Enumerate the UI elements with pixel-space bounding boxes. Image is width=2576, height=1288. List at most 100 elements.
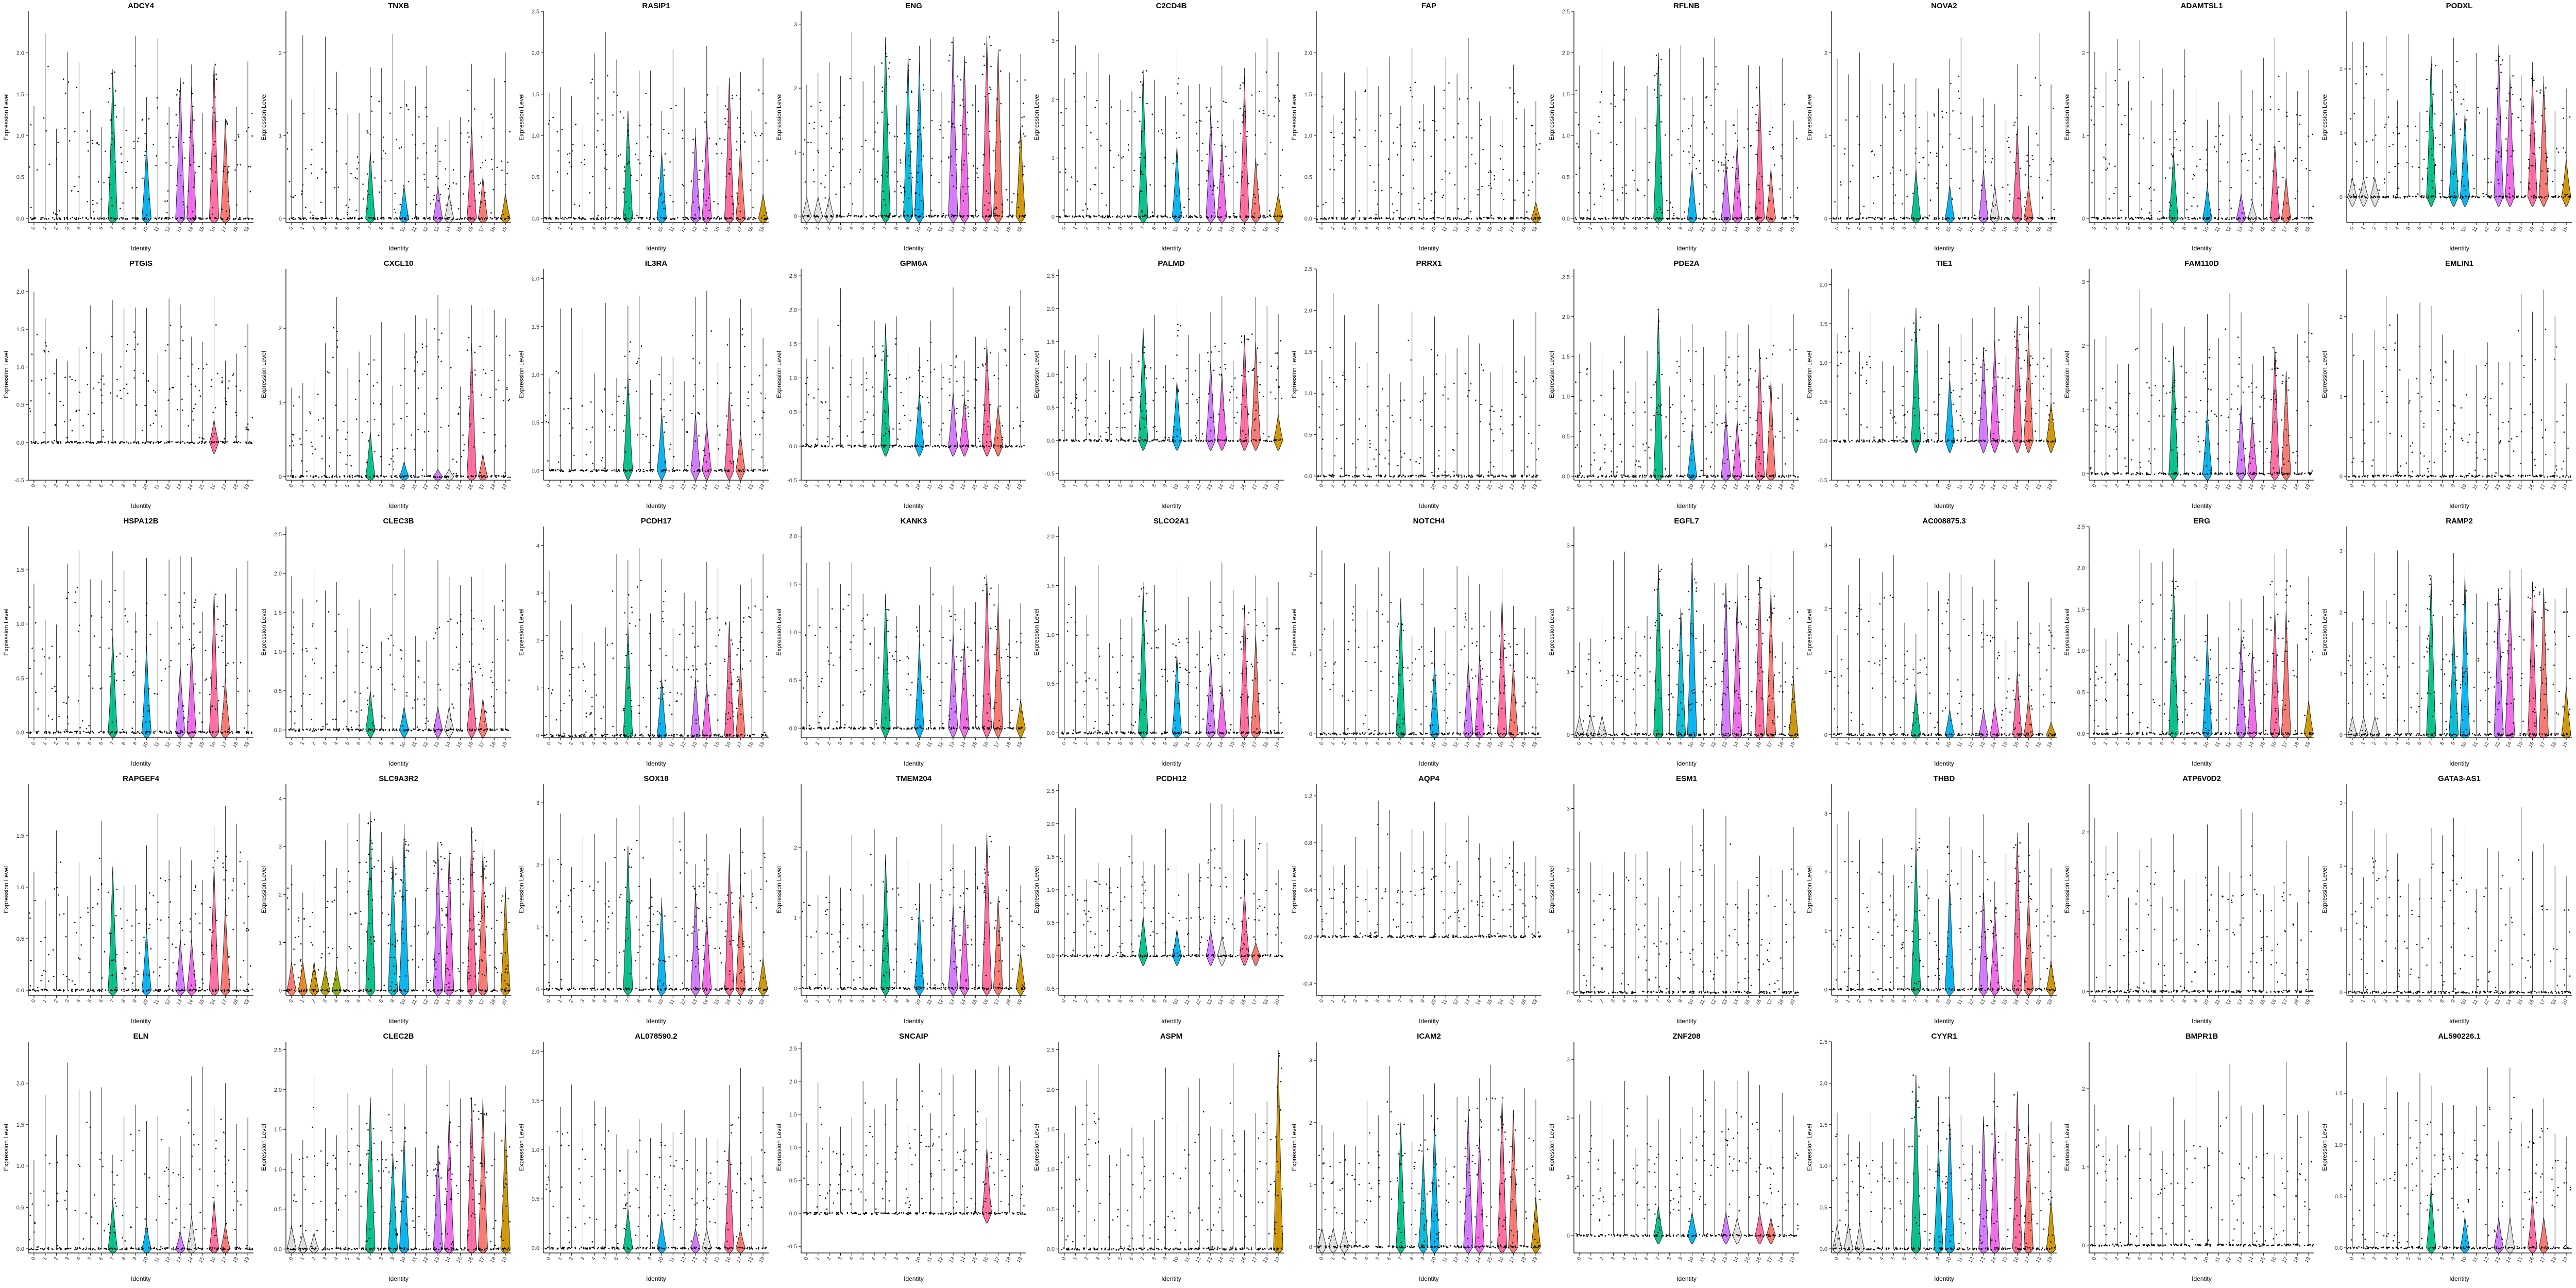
data-point	[301, 193, 302, 195]
data-point	[597, 97, 599, 99]
data-point	[126, 383, 128, 385]
x-tick-label: 19	[243, 483, 251, 492]
y-tick-label: 2	[1824, 50, 1827, 56]
data-point	[2039, 177, 2040, 178]
data-point	[2108, 198, 2110, 200]
data-point	[759, 134, 761, 137]
data-point	[2242, 154, 2243, 155]
data-point	[1175, 161, 1177, 162]
data-point	[1528, 194, 1529, 196]
data-point	[906, 91, 907, 93]
data-point	[1149, 216, 1151, 217]
data-point	[369, 477, 371, 478]
data-point	[1011, 216, 1013, 218]
data-point	[226, 120, 228, 122]
data-point	[1985, 161, 1987, 163]
data-point	[1242, 82, 1244, 84]
data-point	[1895, 218, 1897, 220]
data-point	[893, 215, 895, 217]
data-point	[33, 217, 35, 219]
data-point	[2365, 73, 2367, 75]
data-point	[1973, 180, 1975, 182]
data-point	[948, 60, 950, 62]
data-point	[195, 217, 197, 219]
data-point	[1623, 99, 1625, 101]
x-tick-label: 4	[1621, 226, 1628, 231]
data-point	[214, 432, 215, 434]
data-point	[2431, 154, 2433, 156]
data-point	[293, 445, 294, 446]
data-point	[2497, 161, 2498, 163]
data-point	[394, 476, 396, 477]
data-point	[2138, 182, 2140, 184]
data-point	[1392, 203, 1394, 205]
data-point	[717, 203, 719, 205]
data-point	[473, 183, 475, 185]
data-point	[2214, 146, 2215, 148]
data-point	[1121, 180, 1123, 181]
data-point	[1198, 184, 1200, 185]
data-point	[1267, 216, 1268, 217]
data-point	[1375, 218, 1377, 220]
data-point	[996, 97, 998, 99]
data-point	[1277, 98, 1279, 100]
data-point	[45, 442, 47, 444]
data-point	[709, 193, 710, 195]
data-point	[877, 122, 878, 124]
data-point	[1873, 217, 1875, 219]
data-point	[155, 391, 156, 393]
data-point	[2512, 94, 2514, 95]
data-point	[2009, 151, 2011, 153]
x-tick-label: 18	[1777, 226, 1785, 234]
violin-body	[478, 177, 488, 223]
data-point	[2024, 197, 2026, 198]
data-point	[1465, 166, 1467, 167]
data-point	[1689, 217, 1691, 218]
data-point	[226, 403, 228, 405]
data-point	[903, 187, 905, 189]
data-point	[1321, 106, 1323, 107]
data-point	[1140, 190, 1142, 192]
data-point	[384, 180, 386, 182]
x-tick-label: 15	[2259, 226, 2266, 234]
data-point	[354, 216, 355, 218]
data-point	[179, 101, 180, 104]
data-point	[849, 183, 851, 184]
data-point	[87, 384, 89, 385]
data-point	[2393, 195, 2394, 197]
data-point	[357, 168, 358, 170]
data-point	[292, 440, 294, 442]
data-point	[2193, 197, 2195, 198]
data-point	[434, 150, 436, 152]
data-point	[2450, 92, 2452, 93]
data-point	[2172, 167, 2174, 169]
x-tick-label: 10	[1687, 226, 1695, 234]
data-point	[2455, 86, 2457, 88]
data-point	[1200, 120, 1202, 122]
data-point	[807, 215, 809, 216]
data-point	[137, 218, 139, 219]
x-tick-label: 8	[1151, 226, 1158, 231]
data-point	[472, 217, 474, 219]
x-tick-label: 13	[2494, 226, 2501, 234]
x-tick-label: 4	[333, 226, 340, 231]
data-point	[2250, 139, 2252, 141]
data-point	[435, 145, 436, 147]
data-point	[2465, 190, 2466, 191]
data-point	[1369, 165, 1371, 166]
data-point	[2117, 217, 2120, 219]
data-point	[1392, 218, 1394, 220]
data-point	[2103, 217, 2105, 219]
data-point	[479, 207, 481, 208]
data-point	[351, 218, 353, 219]
data-point	[2453, 196, 2455, 198]
data-point	[1671, 154, 1673, 156]
data-point	[79, 217, 81, 219]
data-point	[582, 216, 584, 218]
data-point	[1614, 94, 1616, 96]
data-point	[1922, 157, 1924, 159]
data-point	[1380, 115, 1381, 116]
data-point	[1178, 216, 1180, 218]
data-point	[1698, 217, 1700, 219]
data-point	[2430, 196, 2432, 197]
